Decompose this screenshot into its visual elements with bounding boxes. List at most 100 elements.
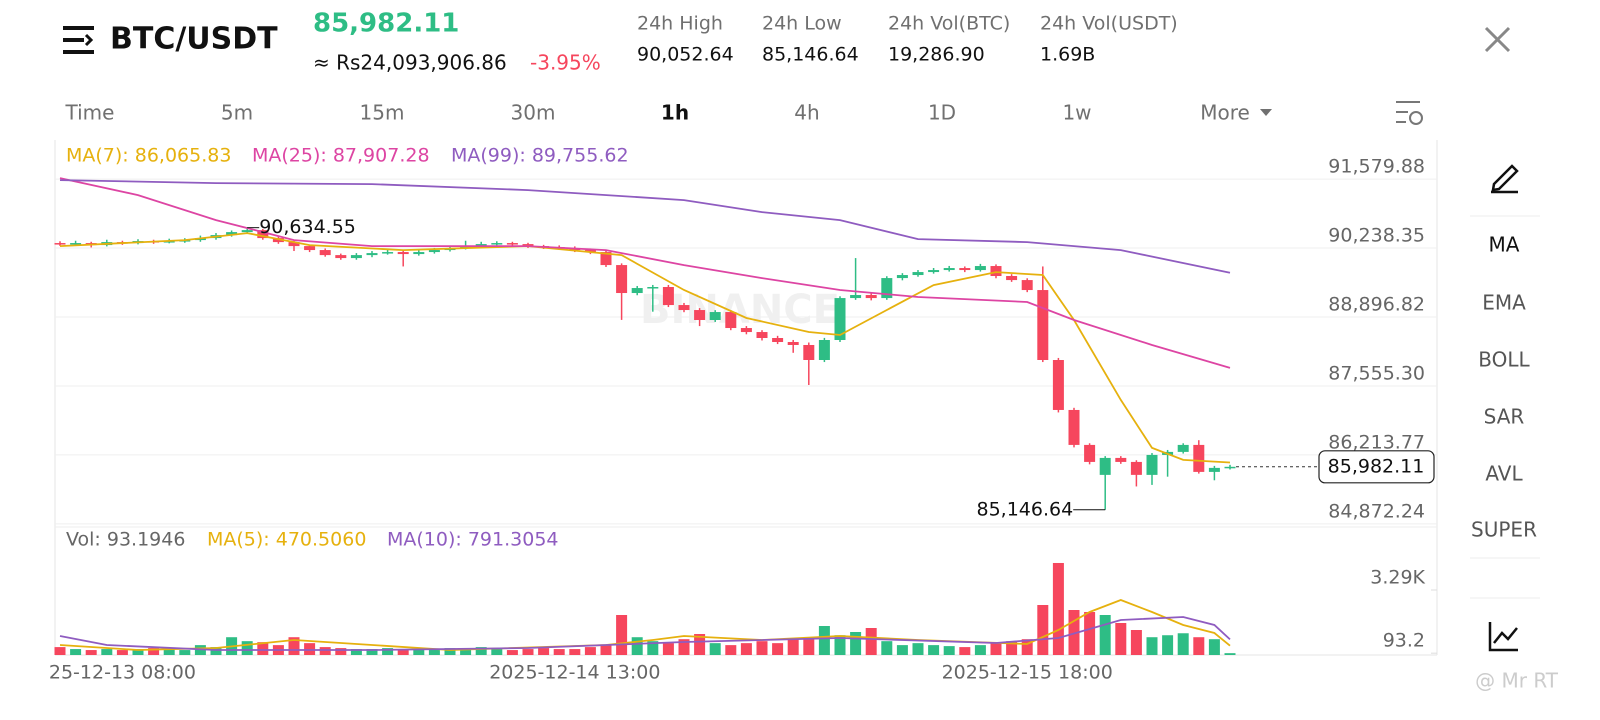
candle-body — [943, 268, 955, 271]
x-tick-label: 2025-12-14 13:00 — [489, 662, 660, 684]
volume-bar — [101, 649, 113, 655]
volume-bar — [116, 650, 128, 655]
timeframe-tab[interactable]: More — [1200, 101, 1250, 125]
x-tick-label: 25-12-13 08:00 — [49, 662, 196, 684]
y-tick-label: 88,896.82 — [1328, 293, 1425, 315]
candle-body — [647, 287, 659, 289]
stat-value: 90,052.64 — [637, 44, 734, 66]
timeframe-tab[interactable]: 1h — [661, 101, 689, 125]
volume-bar — [818, 626, 830, 655]
candle-body — [1006, 276, 1018, 281]
volume-bar — [366, 649, 378, 655]
y-tick-label: 91,579.88 — [1328, 156, 1425, 178]
volume-bar — [1006, 641, 1018, 655]
volume-bar — [428, 649, 440, 655]
indicator-tab[interactable]: MA — [1489, 233, 1520, 257]
timeframe-tab[interactable]: 1D — [928, 101, 956, 125]
volume-bar — [475, 647, 487, 655]
draw-icon[interactable] — [1491, 164, 1519, 194]
indicator-tab[interactable]: SAR — [1484, 405, 1525, 429]
volume-legend: Vol: 93.1946 — [66, 529, 185, 551]
stat-label: 24h Low — [762, 13, 842, 35]
settings-icon[interactable] — [1396, 101, 1423, 125]
volume-bar — [803, 637, 815, 655]
indicator-tab[interactable]: AVL — [1485, 462, 1523, 486]
volume-bar — [1068, 610, 1080, 655]
candle-body — [616, 265, 628, 294]
volume-bar — [1177, 633, 1189, 655]
volume-bar — [865, 628, 877, 655]
ma-line — [59, 232, 1231, 464]
volume-bar — [834, 635, 846, 655]
volume-bar — [382, 648, 394, 655]
legend-entry: MA(7): 86,065.83 — [66, 145, 231, 167]
candle-body — [1052, 360, 1064, 410]
candle-body — [506, 243, 518, 245]
candle-body — [928, 270, 940, 273]
candle-body — [413, 252, 425, 255]
candle-body — [522, 244, 534, 247]
candle-body — [460, 246, 472, 249]
change: -3.95% — [530, 51, 601, 75]
candle-body — [288, 242, 300, 247]
volume-bar — [896, 645, 908, 655]
volume-bar — [413, 649, 425, 655]
volume-bar — [553, 649, 565, 655]
candle-body — [428, 250, 440, 253]
timeframe-tab[interactable]: Time — [65, 101, 115, 125]
candle-body — [1130, 461, 1142, 475]
chart-icon[interactable] — [1488, 622, 1518, 652]
volume-bar — [163, 649, 175, 655]
y-tick-label: 86,213.77 — [1328, 431, 1425, 453]
timeframe-tab[interactable]: 1w — [1062, 101, 1091, 125]
candle-body — [631, 288, 643, 294]
close-stroke — [1484, 26, 1511, 53]
volume-bar — [85, 650, 97, 655]
legend-entry: MA(25): 87,907.28 — [252, 145, 430, 167]
candle-body — [662, 287, 674, 306]
candle-body — [1193, 444, 1205, 472]
stat-value: 85,146.64 — [762, 44, 859, 66]
volume-ma-line — [59, 599, 1231, 651]
indicator-tab[interactable]: BOLL — [1478, 348, 1530, 372]
timeframe-tab[interactable]: 5m — [221, 101, 253, 125]
legend-entry: MA(10): 791.3054 — [387, 529, 559, 551]
volume-bar — [1052, 562, 1064, 655]
volume-bar — [600, 645, 612, 655]
candle-body — [226, 232, 238, 236]
menu-arrow — [84, 33, 94, 47]
candle-body — [1146, 454, 1158, 475]
menu-icon[interactable] — [63, 26, 94, 54]
volume-bar — [1099, 615, 1111, 655]
volume-bar — [1162, 635, 1174, 655]
timeframe-tab[interactable]: 30m — [511, 101, 556, 125]
volume-bar — [928, 645, 940, 655]
pair[interactable]: BTC/USDT — [110, 22, 278, 57]
volume-bar — [740, 643, 752, 655]
y-tick-label: 87,555.30 — [1328, 362, 1425, 384]
volume-bar — [584, 647, 596, 655]
candle-body — [272, 238, 284, 243]
volume-bar — [974, 645, 986, 655]
candle-body — [1115, 457, 1127, 462]
candle-body — [600, 252, 612, 266]
candle-body — [818, 340, 830, 360]
candle-body — [1208, 467, 1220, 472]
indicator-tab[interactable]: EMA — [1482, 291, 1526, 315]
volume-bar — [678, 639, 690, 655]
candle-body — [475, 244, 487, 247]
timeframe-tab[interactable]: 4h — [794, 101, 819, 125]
close-button[interactable] — [1484, 26, 1511, 53]
candle-body — [1177, 444, 1189, 452]
indicator-tab[interactable]: SUPER — [1471, 518, 1537, 542]
volume-bar — [647, 641, 659, 655]
timeframe-tab[interactable]: 15m — [360, 101, 405, 125]
volume-bar — [257, 642, 269, 655]
fiat-price: ≈ Rs24,093,906.86 — [313, 51, 507, 75]
volume-bar — [54, 647, 66, 655]
candle-body — [319, 250, 331, 256]
candle-body — [772, 338, 784, 343]
volume-bar — [148, 648, 160, 655]
